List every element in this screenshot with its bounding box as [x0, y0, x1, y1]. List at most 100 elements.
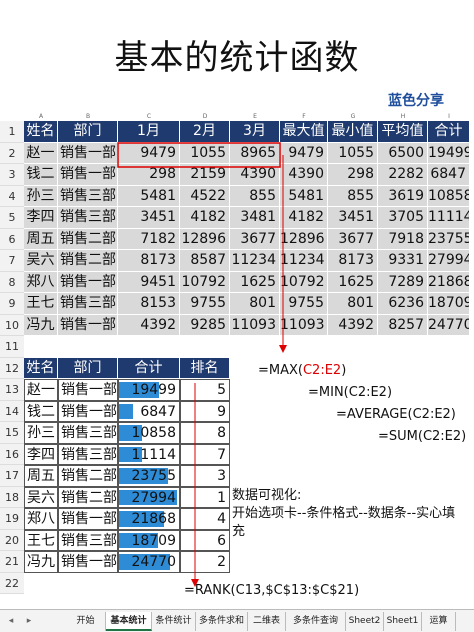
stats-data-cell[interactable]: 3677 — [230, 228, 280, 250]
column-header-g[interactable]: G — [350, 113, 356, 120]
stats-data-cell[interactable]: 1055 — [328, 142, 378, 164]
row-header[interactable]: 20 — [0, 529, 24, 551]
row-header[interactable]: 9 — [0, 293, 24, 315]
rank-name-cell[interactable]: 钱二 — [24, 400, 58, 422]
row-header[interactable]: 18 — [0, 486, 24, 508]
rank-value-cell[interactable]: 9 — [180, 400, 230, 422]
stats-data-cell[interactable]: 7182 — [118, 228, 180, 250]
stats-data-cell[interactable]: 3451 — [118, 207, 180, 229]
sheet-tab[interactable]: 二维表 — [248, 612, 286, 631]
stats-data-cell[interactable]: 9451 — [118, 271, 180, 293]
stats-data-cell[interactable]: 孙三 — [24, 185, 58, 207]
stats-header-cell[interactable]: 2月 — [180, 121, 230, 143]
stats-data-cell[interactable]: 8153 — [118, 293, 180, 315]
stats-data-cell[interactable]: 销售三部 — [58, 185, 118, 207]
rank-dept-cell[interactable]: 销售一部 — [58, 400, 118, 422]
stats-data-cell[interactable]: 6500 — [378, 142, 428, 164]
stats-data-cell[interactable]: 3451 — [328, 207, 378, 229]
stats-data-cell[interactable]: 5481 — [280, 185, 328, 207]
rank-value-cell[interactable]: 2 — [180, 551, 230, 573]
stats-data-cell[interactable]: 4390 — [230, 164, 280, 186]
stats-data-cell[interactable]: 9331 — [378, 250, 428, 272]
stats-data-cell[interactable]: 2159 — [180, 164, 230, 186]
sheet-tab[interactable]: 开始 — [66, 612, 106, 631]
sheet-tab[interactable]: 多条件求和 — [196, 612, 248, 631]
rank-value-cell[interactable]: 8 — [180, 422, 230, 444]
stats-data-cell[interactable]: 8173 — [328, 250, 378, 272]
row-header[interactable]: 7 — [0, 250, 24, 272]
stats-data-cell[interactable]: 销售一部 — [58, 271, 118, 293]
data-bar-cell[interactable]: 18709 — [118, 529, 180, 551]
data-bar-cell[interactable]: 23755 — [118, 465, 180, 487]
next-sheet-button[interactable]: ▸ — [26, 616, 32, 626]
stats-data-cell[interactable]: 9479 — [280, 142, 328, 164]
stats-data-cell[interactable]: 10792 — [280, 271, 328, 293]
stats-data-cell[interactable]: 1625 — [230, 271, 280, 293]
stats-data-cell[interactable]: 3677 — [328, 228, 378, 250]
rank-dept-cell[interactable]: 销售一部 — [58, 551, 118, 573]
stats-data-cell[interactable]: 9479 — [118, 142, 180, 164]
column-header-b[interactable]: B — [85, 113, 91, 120]
stats-data-cell[interactable]: 销售二部 — [58, 228, 118, 250]
stats-data-cell[interactable]: 销售二部 — [58, 250, 118, 272]
stats-data-cell[interactable]: 298 — [118, 164, 180, 186]
rank-name-cell[interactable]: 王七 — [24, 529, 58, 551]
stats-data-cell[interactable]: 1055 — [180, 142, 230, 164]
rank-value-cell[interactable]: 1 — [180, 486, 230, 508]
row-header[interactable]: 6 — [0, 228, 24, 250]
stats-data-cell[interactable]: 销售三部 — [58, 207, 118, 229]
row-header[interactable]: 11 — [0, 336, 24, 358]
rank-dept-cell[interactable]: 销售三部 — [58, 443, 118, 465]
stats-data-cell[interactable]: 855 — [328, 185, 378, 207]
rank-name-cell[interactable]: 冯九 — [24, 551, 58, 573]
stats-data-cell[interactable]: 27994 — [428, 250, 470, 272]
rank-value-cell[interactable]: 7 — [180, 443, 230, 465]
row-header[interactable]: 4 — [0, 185, 24, 207]
rank-name-cell[interactable]: 周五 — [24, 465, 58, 487]
stats-data-cell[interactable]: 11093 — [230, 314, 280, 336]
stats-data-cell[interactable]: 10792 — [180, 271, 230, 293]
data-bar-cell[interactable]: 21868 — [118, 508, 180, 530]
row-header[interactable]: 16 — [0, 443, 24, 465]
sheet-tab[interactable]: 基本统计 — [106, 612, 152, 631]
row-header[interactable]: 13 — [0, 379, 24, 401]
row-header[interactable]: 5 — [0, 207, 24, 229]
stats-data-cell[interactable]: 4392 — [118, 314, 180, 336]
column-header-i[interactable]: I — [448, 113, 450, 120]
stats-data-cell[interactable]: 11234 — [280, 250, 328, 272]
column-header-e[interactable]: E — [253, 113, 257, 120]
stats-header-cell[interactable]: 姓名 — [24, 121, 58, 143]
data-bar-cell[interactable]: 11114 — [118, 443, 180, 465]
stats-header-cell[interactable]: 3月 — [230, 121, 280, 143]
stats-data-cell[interactable]: 9285 — [180, 314, 230, 336]
stats-data-cell[interactable]: 8965 — [230, 142, 280, 164]
prev-sheet-button[interactable]: ◂ — [8, 616, 14, 626]
stats-data-cell[interactable]: 冯九 — [24, 314, 58, 336]
stats-header-cell[interactable]: 部门 — [58, 121, 118, 143]
rank-dept-cell[interactable]: 销售二部 — [58, 465, 118, 487]
stats-data-cell[interactable]: 赵一 — [24, 142, 58, 164]
rank-header-cell[interactable]: 排名 — [180, 357, 230, 379]
column-header-f[interactable]: F — [302, 113, 306, 120]
stats-data-cell[interactable]: 6847 — [428, 164, 470, 186]
stats-data-cell[interactable]: 21868 — [428, 271, 470, 293]
row-header[interactable]: 10 — [0, 314, 24, 336]
stats-data-cell[interactable]: 9755 — [280, 293, 328, 315]
row-header[interactable]: 3 — [0, 164, 24, 186]
stats-data-cell[interactable]: 298 — [328, 164, 378, 186]
stats-data-cell[interactable]: 4522 — [180, 185, 230, 207]
rank-value-cell[interactable]: 3 — [180, 465, 230, 487]
stats-data-cell[interactable]: 801 — [230, 293, 280, 315]
rank-name-cell[interactable]: 郑八 — [24, 508, 58, 530]
column-header-a[interactable]: A — [38, 113, 44, 120]
sheet-tab[interactable]: 多条件查询 — [286, 612, 346, 631]
stats-data-cell[interactable]: 周五 — [24, 228, 58, 250]
stats-data-cell[interactable]: 18709 — [428, 293, 470, 315]
stats-data-cell[interactable]: 8257 — [378, 314, 428, 336]
stats-header-cell[interactable]: 最小值 — [328, 121, 378, 143]
rank-header-cell[interactable]: 部门 — [58, 357, 118, 379]
stats-data-cell[interactable]: 销售一部 — [58, 142, 118, 164]
stats-header-cell[interactable]: 1月 — [118, 121, 180, 143]
stats-data-cell[interactable]: 3481 — [230, 207, 280, 229]
stats-data-cell[interactable]: 8173 — [118, 250, 180, 272]
